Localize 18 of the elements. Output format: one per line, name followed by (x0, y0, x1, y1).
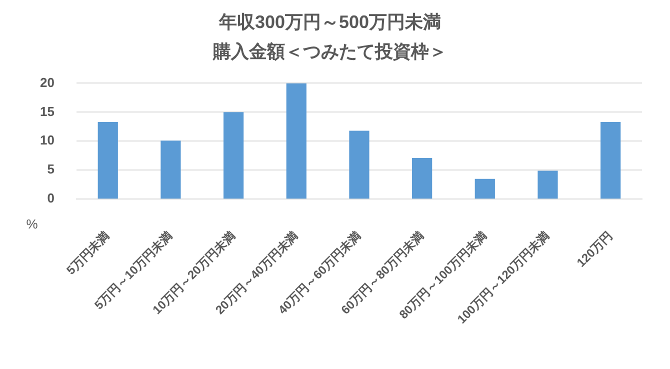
bar (474, 178, 495, 199)
y-tick-label: 0 (47, 190, 54, 206)
bar (286, 83, 306, 199)
y-tick-label: 15 (40, 104, 54, 119)
bar (160, 140, 181, 199)
chart-subtitle: 購入金額＜つみたて投資枠＞ (212, 41, 447, 62)
y-tick-label: 5 (47, 162, 54, 177)
bar (600, 122, 621, 199)
x-tick-label: 5万円未満 (64, 228, 112, 278)
y-tick-label: 10 (40, 132, 54, 148)
y-tick-label: 20 (40, 74, 54, 90)
bar (412, 158, 432, 199)
chart-title: 年収300万円～500万円未満 (218, 12, 442, 32)
y-axis-title: % (26, 216, 38, 232)
bar (224, 112, 244, 199)
bar (98, 122, 118, 199)
bar (538, 170, 558, 199)
bar (349, 130, 370, 199)
